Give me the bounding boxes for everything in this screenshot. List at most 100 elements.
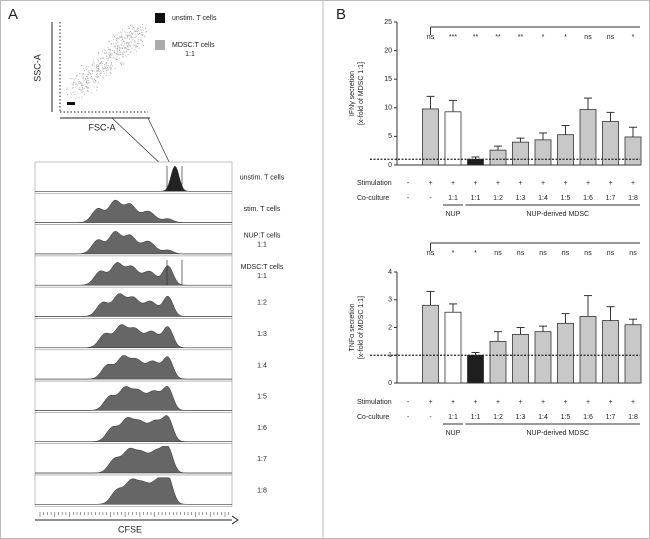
row-label: 1:6 xyxy=(257,425,267,432)
significance-label: * xyxy=(564,34,567,41)
scatter-dot xyxy=(106,68,108,69)
scatter-dot xyxy=(123,41,125,43)
significance-label: ** xyxy=(473,34,479,41)
scatter-dot xyxy=(81,75,83,77)
scatter-dot xyxy=(80,81,82,83)
stimulation-label: + xyxy=(541,180,545,187)
row-label: 1:1 xyxy=(257,273,267,280)
scatter-dot xyxy=(127,54,129,56)
scatter-dot xyxy=(97,53,99,55)
scatter-dot xyxy=(135,33,137,35)
scatter-dot xyxy=(97,70,99,72)
scatter-dot xyxy=(98,68,100,69)
scatter-dot xyxy=(85,69,87,71)
scatter-dot xyxy=(101,57,103,59)
scatter-dot xyxy=(73,82,75,84)
scatter-dot xyxy=(118,46,120,48)
stimulation-label: + xyxy=(451,180,455,187)
scatter-dot xyxy=(82,90,84,92)
scatter-dot xyxy=(85,85,87,87)
scatter-dot xyxy=(88,78,90,79)
scatter-dot xyxy=(101,69,103,71)
scatter-dot xyxy=(85,77,86,79)
scatter-dot xyxy=(130,51,132,53)
scatter-dot xyxy=(100,64,102,66)
scatter-dot xyxy=(122,48,124,50)
stimulation-label: + xyxy=(496,180,500,187)
bar xyxy=(557,322,574,384)
scatter-dot xyxy=(106,58,108,60)
scatter-dot xyxy=(138,34,140,35)
scatter-dot xyxy=(107,46,109,48)
scatter-dot xyxy=(102,61,104,63)
scatter-dot xyxy=(83,92,85,94)
scatter-dot xyxy=(102,50,103,52)
scatter-dot xyxy=(96,66,98,68)
scatter-dot xyxy=(114,67,116,69)
histogram xyxy=(35,293,232,317)
scatter-dot xyxy=(97,77,99,79)
scatter-dot xyxy=(82,88,84,90)
scatter-dot xyxy=(70,92,72,94)
scatter-dot xyxy=(131,25,133,27)
scatter-dot xyxy=(92,72,94,74)
scatter-dot xyxy=(127,32,129,34)
scatter-dot xyxy=(137,27,139,29)
scatter-dot xyxy=(83,81,85,83)
scatter-dot xyxy=(109,72,111,73)
scatter-dot xyxy=(123,41,125,43)
scatter-dot xyxy=(120,45,122,46)
scatter-dot xyxy=(134,49,136,51)
stimulation-label: + xyxy=(608,399,612,406)
scatter-dot xyxy=(107,65,109,66)
significance-label: * xyxy=(474,250,477,257)
scatter-dot xyxy=(138,47,140,49)
scatter-dot xyxy=(84,73,86,75)
legend-label: MDSC:T cells xyxy=(172,42,215,49)
scatter-dot xyxy=(95,79,97,81)
scatter-dot xyxy=(99,73,101,75)
scatter-dot xyxy=(87,82,89,84)
y-tick-label: 15 xyxy=(384,76,392,83)
scatter-dot xyxy=(79,89,81,91)
scatter-dot xyxy=(84,87,86,89)
scatter-dot xyxy=(75,84,77,86)
scatter-dot xyxy=(66,88,68,90)
scatter-dot xyxy=(108,40,110,42)
scatter-dot xyxy=(131,42,133,44)
bar xyxy=(422,108,439,166)
scatter-dot xyxy=(142,34,144,36)
scatter-dot xyxy=(118,54,120,56)
scatter-dot xyxy=(82,77,84,79)
scatter-dot xyxy=(106,61,108,63)
scatter-dot xyxy=(97,75,98,77)
scatter-dot xyxy=(95,81,97,83)
scatter-dot xyxy=(122,54,124,56)
row-label: MDSC:T cells xyxy=(241,264,284,271)
scatter-dot xyxy=(126,47,128,49)
co-culture-label: 1:1 xyxy=(448,195,458,202)
panel-letter: A xyxy=(8,6,18,23)
scatter-dot xyxy=(140,39,142,41)
scatter-dot xyxy=(85,82,87,84)
scatter-dot xyxy=(105,70,107,72)
scatter-dot xyxy=(101,66,103,68)
scatter-dot xyxy=(83,80,85,81)
group-label: NUP xyxy=(446,430,461,437)
scatter-dot xyxy=(111,65,113,67)
row-label: stim. T cells xyxy=(244,206,281,213)
scatter-dot xyxy=(76,75,78,77)
scatter-dot xyxy=(96,89,98,91)
scatter-dot xyxy=(86,79,88,81)
scatter-dot xyxy=(110,54,112,56)
scatter-dot xyxy=(128,44,130,46)
scatter-dot xyxy=(107,69,109,71)
scatter-dot xyxy=(126,50,128,52)
scatter-dot xyxy=(75,98,77,100)
co-culture-label: - xyxy=(407,414,410,421)
histogram xyxy=(35,415,232,442)
scatter-dot xyxy=(110,64,112,66)
scatter-dot xyxy=(129,42,131,44)
scatter-dot xyxy=(130,34,132,36)
scatter-dot xyxy=(79,73,81,74)
